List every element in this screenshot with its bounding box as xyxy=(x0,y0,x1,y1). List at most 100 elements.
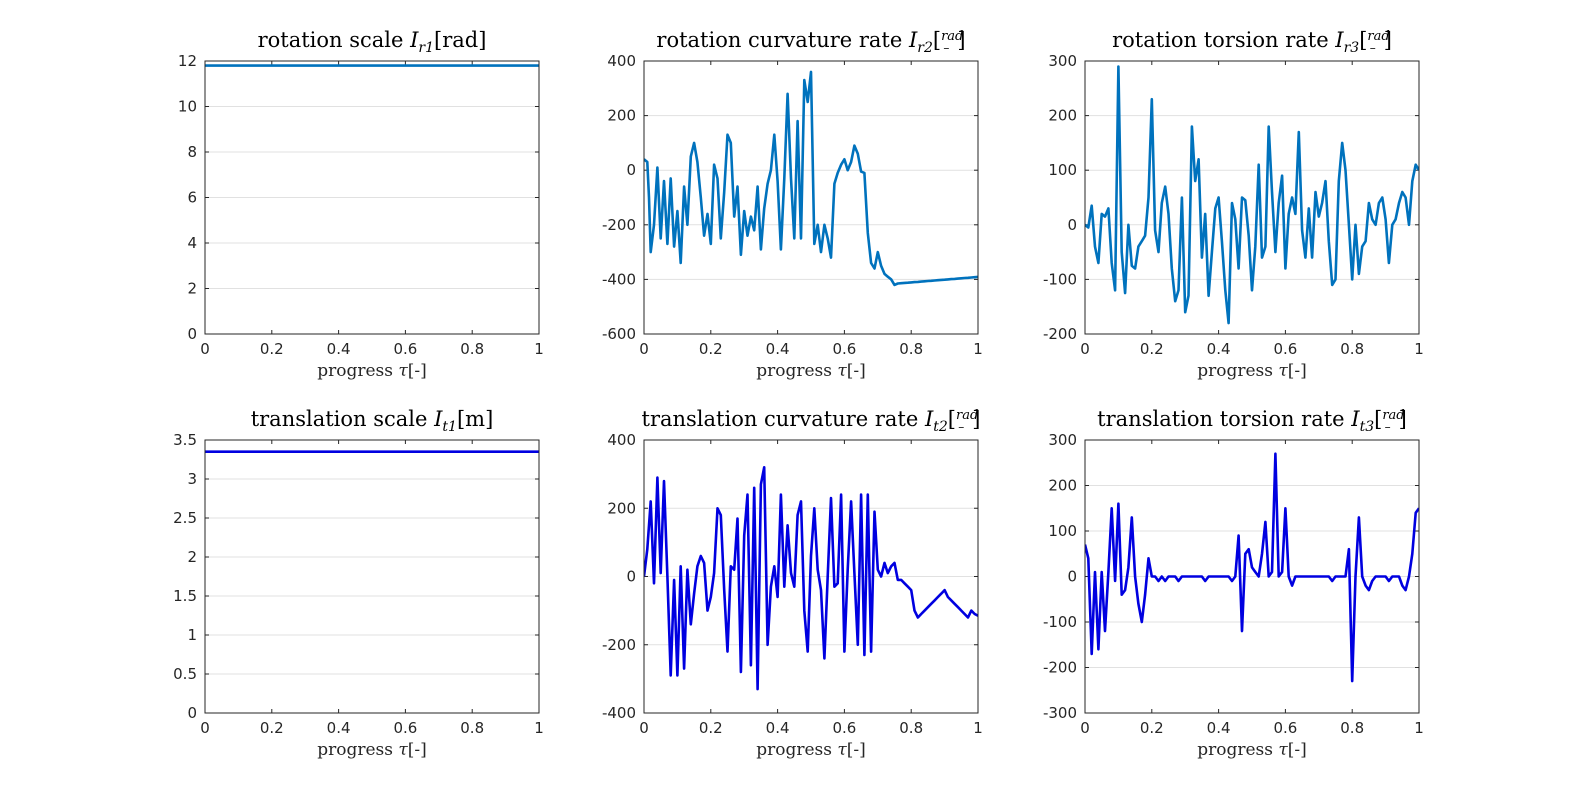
y-tick-label: 3 xyxy=(187,470,197,488)
x-tick-label: 1 xyxy=(973,340,983,358)
y-tick-label: 3.5 xyxy=(173,431,197,449)
y-tick-label: 0 xyxy=(626,161,636,179)
x-tick-label: 0.8 xyxy=(899,719,923,737)
subplot-title: rotation torsion rate Ir3[rad –] xyxy=(1112,28,1392,56)
y-tick-label: -600 xyxy=(602,325,636,343)
x-tick-label: 0.6 xyxy=(832,719,856,737)
series-line-1 xyxy=(1085,452,1419,683)
x-tick-label: 1 xyxy=(973,719,983,737)
y-tick-label: 4 xyxy=(187,234,197,252)
subplot-title: translation torsion rate It3[rad –] xyxy=(1097,407,1407,435)
axes-frame xyxy=(204,60,540,335)
x-tick-label: 0.4 xyxy=(1207,340,1231,358)
y-tick-label: 1 xyxy=(187,626,197,644)
x-tick-label: 0.2 xyxy=(699,719,723,737)
axes-frame xyxy=(204,439,540,714)
x-tick-label: 0.8 xyxy=(460,340,484,358)
subplot-title: rotation scale Ir1[rad] xyxy=(258,28,487,56)
subplot-2: -600 -400 -200 0 200 400 0 0.2 0.4 0.6 0.8 1 rotatio… xyxy=(602,28,983,381)
y-tick-label: -300 xyxy=(1043,704,1077,722)
y-tick-label: 400 xyxy=(607,431,636,449)
x-tick-label: 0.2 xyxy=(260,340,284,358)
subplot-4: 0 0.5 1 1.5 2 2.5 3 3.5 0 0.2 0.4 0.6 0.8 1 translatio… xyxy=(173,407,544,760)
y-tick-label: -100 xyxy=(1043,613,1077,631)
x-tick-label: 0.4 xyxy=(1207,719,1231,737)
y-tick-label: -100 xyxy=(1043,270,1077,288)
x-tick-label: 0.8 xyxy=(899,340,923,358)
x-tick-label: 0.8 xyxy=(1340,340,1364,358)
subplot-6: -300 -200 -100 0 100 200 300 0 0.2 0.4 0.6 0.8 1 tran… xyxy=(1043,407,1424,760)
y-tick-label: -200 xyxy=(1043,659,1077,677)
x-tick-label: 0.2 xyxy=(260,719,284,737)
x-tick-label: 0.6 xyxy=(1273,340,1297,358)
series-line-1 xyxy=(644,465,978,691)
y-tick-label: -200 xyxy=(1043,325,1077,343)
y-tick-label: 400 xyxy=(607,52,636,70)
x-tick-label: 0 xyxy=(200,719,210,737)
y-tick-label: 0 xyxy=(1067,568,1077,586)
y-tick-label: 6 xyxy=(187,189,197,207)
y-tick-label: 1.5 xyxy=(173,587,197,605)
x-tick-label: 1 xyxy=(534,719,544,737)
x-axis-label: progress τ[-] xyxy=(1197,361,1307,381)
x-tick-label: 1 xyxy=(1414,340,1424,358)
y-tick-label: 2 xyxy=(187,280,197,298)
y-tick-label: 0.5 xyxy=(173,665,197,683)
x-tick-label: 1 xyxy=(534,340,544,358)
y-tick-label: 8 xyxy=(187,143,197,161)
axes-frame xyxy=(643,439,979,714)
y-tick-label: 0 xyxy=(1067,216,1077,234)
y-tick-label: 0 xyxy=(626,568,636,586)
x-tick-label: 0.8 xyxy=(460,719,484,737)
y-tick-label: 200 xyxy=(1048,477,1077,495)
x-tick-label: 0.2 xyxy=(1140,340,1164,358)
x-axis-label: progress τ[-] xyxy=(1197,740,1307,760)
series-line-1 xyxy=(1085,65,1419,325)
x-tick-label: 0.4 xyxy=(766,340,790,358)
x-tick-label: 0.8 xyxy=(1340,719,1364,737)
y-tick-label: 100 xyxy=(1048,161,1077,179)
y-tick-label: -200 xyxy=(602,216,636,234)
y-tick-label: 200 xyxy=(607,107,636,125)
series-line-1 xyxy=(644,70,978,287)
x-tick-label: 0.4 xyxy=(766,719,790,737)
x-tick-label: 0.6 xyxy=(393,719,417,737)
y-tick-label: 2 xyxy=(187,548,197,566)
y-tick-label: 0 xyxy=(187,704,197,722)
y-tick-label: 200 xyxy=(1048,107,1077,125)
subplot-title: translation scale It1[m] xyxy=(251,407,494,435)
subplot-1: 0 2 4 6 8 10 12 0 0.2 0.4 0.6 0.8 1 rotation scale Ir… xyxy=(178,28,544,381)
x-tick-label: 0.6 xyxy=(1273,719,1297,737)
x-tick-label: 0.4 xyxy=(327,719,351,737)
x-tick-label: 1 xyxy=(1414,719,1424,737)
axes-frame xyxy=(1084,60,1420,335)
y-tick-label: 2.5 xyxy=(173,509,197,527)
x-axis-label: progress τ[-] xyxy=(756,361,866,381)
subplot-3: -200 -100 0 100 200 300 0 0.2 0.4 0.6 0.8 1 rotation… xyxy=(1043,28,1424,381)
x-axis-label: progress τ[-] xyxy=(756,740,866,760)
y-tick-label: 200 xyxy=(607,499,636,517)
subplot-title: translation curvature rate It2[rad –] xyxy=(642,407,981,435)
axes-frame xyxy=(643,60,979,335)
y-tick-label: -400 xyxy=(602,270,636,288)
y-tick-label: 0 xyxy=(187,325,197,343)
subplot-5: -400 -200 0 200 400 0 0.2 0.4 0.6 0.8 1 translation… xyxy=(602,407,983,760)
x-tick-label: 0.2 xyxy=(1140,719,1164,737)
axes-frame xyxy=(1084,439,1420,714)
y-tick-label: -200 xyxy=(602,636,636,654)
x-axis-label: progress τ[-] xyxy=(317,740,427,760)
y-tick-label: -400 xyxy=(602,704,636,722)
subplot-title: rotation curvature rate Ir2[rad –] xyxy=(656,28,965,56)
x-tick-label: 0 xyxy=(639,719,649,737)
x-tick-label: 0 xyxy=(200,340,210,358)
x-tick-label: 0 xyxy=(1080,719,1090,737)
y-tick-label: 300 xyxy=(1048,52,1077,70)
x-tick-label: 0.2 xyxy=(699,340,723,358)
y-tick-label: 300 xyxy=(1048,431,1077,449)
x-tick-label: 0 xyxy=(639,340,649,358)
y-tick-label: 10 xyxy=(178,98,197,116)
y-tick-label: 12 xyxy=(178,52,197,70)
